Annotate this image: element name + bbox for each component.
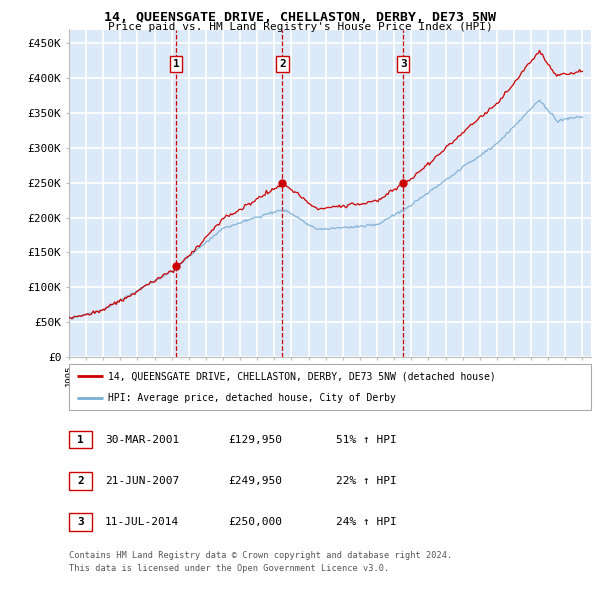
Text: 22% ↑ HPI: 22% ↑ HPI [336,476,397,486]
Text: 21-JUN-2007: 21-JUN-2007 [105,476,179,486]
Text: 2: 2 [279,59,286,69]
Text: 1: 1 [77,435,84,444]
Text: 2: 2 [77,476,84,486]
Text: 3: 3 [400,59,407,69]
Text: 11-JUL-2014: 11-JUL-2014 [105,517,179,527]
Text: This data is licensed under the Open Government Licence v3.0.: This data is licensed under the Open Gov… [69,565,389,573]
Text: £249,950: £249,950 [228,476,282,486]
Text: 24% ↑ HPI: 24% ↑ HPI [336,517,397,527]
Text: Contains HM Land Registry data © Crown copyright and database right 2024.: Contains HM Land Registry data © Crown c… [69,552,452,560]
Text: 14, QUEENSGATE DRIVE, CHELLASTON, DERBY, DE73 5NW: 14, QUEENSGATE DRIVE, CHELLASTON, DERBY,… [104,11,496,24]
Text: 51% ↑ HPI: 51% ↑ HPI [336,435,397,444]
Text: Price paid vs. HM Land Registry's House Price Index (HPI): Price paid vs. HM Land Registry's House … [107,22,493,32]
Text: 30-MAR-2001: 30-MAR-2001 [105,435,179,444]
FancyBboxPatch shape [69,364,591,410]
Text: HPI: Average price, detached house, City of Derby: HPI: Average price, detached house, City… [108,392,396,402]
Text: 1: 1 [173,59,179,69]
Text: £250,000: £250,000 [228,517,282,527]
Text: 3: 3 [77,517,84,527]
Text: 14, QUEENSGATE DRIVE, CHELLASTON, DERBY, DE73 5NW (detached house): 14, QUEENSGATE DRIVE, CHELLASTON, DERBY,… [108,372,496,382]
Text: £129,950: £129,950 [228,435,282,444]
